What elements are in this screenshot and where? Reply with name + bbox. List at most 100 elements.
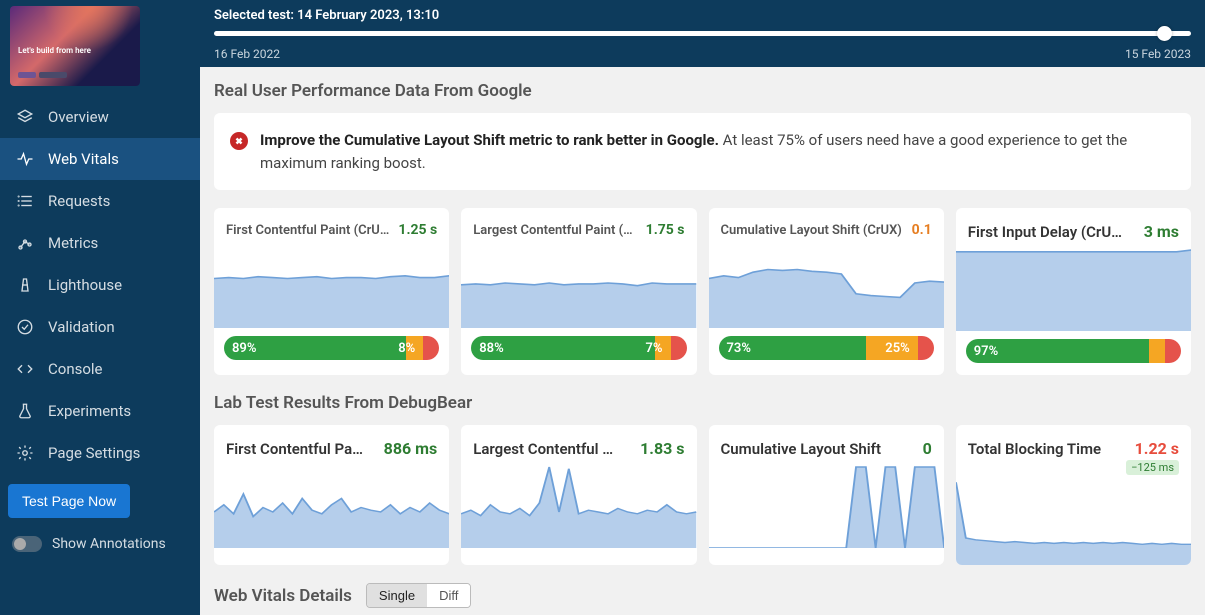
dist-good: 88%: [471, 336, 654, 360]
error-icon: [230, 132, 248, 150]
sidebar-item-experiments[interactable]: Experiments: [0, 390, 200, 432]
gear-icon: [16, 444, 34, 462]
sidebar-item-console[interactable]: Console: [0, 348, 200, 390]
sidebar-item-metrics[interactable]: Metrics: [0, 222, 200, 264]
dist-ok: 8%: [406, 336, 423, 360]
card-header: Total Blocking Time 1.22 s −125 ms: [956, 425, 1191, 475]
lighthouse-icon: [16, 276, 34, 294]
sidebar-item-overview[interactable]: Overview: [0, 96, 200, 138]
metric-delta: −125 ms: [1126, 460, 1179, 475]
test-page-button[interactable]: Test Page Now: [8, 484, 130, 518]
flask-icon: [16, 402, 34, 420]
timeline-handle[interactable]: [1157, 26, 1172, 41]
thumbnail-caption: Let's build from here: [18, 46, 91, 55]
thumbnail-bars: [18, 72, 67, 78]
content: Real User Performance Data From Google I…: [200, 67, 1205, 615]
sparkline: [956, 475, 1191, 565]
lab-card[interactable]: First Contentful Pa… 886 ms: [214, 425, 449, 565]
dist-bad: [423, 336, 439, 360]
dist-bad: [1165, 339, 1181, 363]
distribution-bar: 89%8%: [224, 336, 439, 360]
sidebar-item-label: Overview: [48, 108, 109, 126]
sidebar-item-web-vitals[interactable]: Web Vitals: [0, 138, 200, 180]
sparkline: [461, 238, 696, 328]
banner-text: Improve the Cumulative Layout Shift metr…: [260, 129, 1175, 174]
card-header: First Contentful Pa… 886 ms: [214, 425, 449, 458]
sidebar-item-label: Validation: [48, 318, 115, 336]
scatter-icon: [16, 234, 34, 252]
card-header: First Contentful Paint (CrUX)1.25 s: [214, 208, 449, 238]
metric-label: Largest Contentful Paint (CrU…: [473, 223, 639, 238]
selected-test-label: Selected test: 14 February 2023, 13:10: [214, 8, 1191, 23]
timeline-track: [214, 31, 1191, 36]
layers-icon: [16, 108, 34, 126]
timeline-labels: 16 Feb 2022 15 Feb 2023: [214, 47, 1191, 61]
metric-value: 1.83 s: [640, 439, 684, 458]
sidebar-item-label: Metrics: [48, 234, 98, 252]
metric-label: Cumulative Layout Shift (CrUX): [721, 223, 906, 238]
metric-value: 886 ms: [384, 439, 438, 458]
sidebar-item-label: Requests: [48, 192, 110, 210]
sidebar-footer: Test Page Now Show Annotations: [0, 474, 200, 562]
crux-card[interactable]: Cumulative Layout Shift (CrUX) 0.1 73%25%: [709, 208, 944, 375]
sidebar-item-label: Lighthouse: [48, 276, 122, 294]
lab-card[interactable]: Cumulative Layout Shift0: [709, 425, 944, 565]
sidebar-item-page-settings[interactable]: Page Settings: [0, 432, 200, 474]
view-toggle-diff[interactable]: Diff: [427, 584, 470, 607]
card-header: Largest Contentful …1.83 s: [461, 425, 696, 458]
sidebar-item-validation[interactable]: Validation: [0, 306, 200, 348]
dist-good: 73%: [719, 336, 867, 360]
metric-value: 1.75 s: [646, 222, 685, 238]
crux-card[interactable]: Largest Contentful Paint (CrU… 1.75 s 88%7…: [461, 208, 696, 375]
metric-label: Total Blocking Time: [968, 440, 1120, 458]
sidebar-item-label: Console: [48, 360, 103, 378]
metric-value: 0.1: [912, 222, 932, 238]
dist-good: 97%: [966, 339, 1149, 363]
lab-section-title: Lab Test Results From DebugBear: [214, 393, 1191, 413]
banner-bold: Improve the Cumulative Layout Shift metr…: [260, 131, 719, 149]
lab-card[interactable]: Total Blocking Time 1.22 s −125 ms: [956, 425, 1191, 565]
timeline[interactable]: [214, 31, 1191, 43]
metric-value-wrap: 1.22 s −125 ms: [1126, 439, 1179, 475]
dist-bad: [671, 336, 687, 360]
details-title: Web Vitals Details: [214, 586, 352, 606]
distribution-bar: 73%25%: [719, 336, 934, 360]
topbar: Selected test: 14 February 2023, 13:10 1…: [200, 0, 1205, 67]
timeline-end: 15 Feb 2023: [1125, 47, 1191, 61]
metric-value-wrap: 886 ms: [384, 439, 438, 458]
metric-value: 1.25 s: [398, 222, 437, 238]
crux-card[interactable]: First Contentful Paint (CrUX)1.25 s 89%8%: [214, 208, 449, 375]
sparkline: [709, 458, 944, 548]
metric-value: 1.22 s: [1126, 439, 1179, 458]
sidebar-item-label: Experiments: [48, 402, 131, 420]
sidebar: Let's build from here Overview Web Vitals…: [0, 0, 200, 615]
sparkline: [956, 241, 1191, 331]
details-view-toggle: SingleDiff: [366, 583, 471, 608]
card-header: Cumulative Layout Shift0: [709, 425, 944, 458]
code-icon: [16, 360, 34, 378]
timeline-start: 16 Feb 2022: [214, 47, 280, 61]
sidebar-item-label: Web Vitals: [48, 150, 119, 168]
page-thumbnail[interactable]: Let's build from here: [10, 6, 140, 86]
metric-label: First Input Delay (CrU…: [968, 223, 1138, 241]
sidebar-item-requests[interactable]: Requests: [0, 180, 200, 222]
dist-ok: 7%: [655, 336, 671, 360]
sparkline: [709, 238, 944, 328]
metric-label: First Contentful Pa…: [226, 440, 378, 458]
lab-card[interactable]: Largest Contentful …1.83 s: [461, 425, 696, 565]
sidebar-item-lighthouse[interactable]: Lighthouse: [0, 264, 200, 306]
metric-value: 0: [923, 439, 932, 458]
crux-card[interactable]: First Input Delay (CrU…3 ms 97%: [956, 208, 1191, 375]
card-header: Cumulative Layout Shift (CrUX) 0.1: [709, 208, 944, 238]
annotations-toggle[interactable]: [12, 536, 42, 552]
check-circle-icon: [16, 318, 34, 336]
sparkline: [214, 238, 449, 328]
crux-card-row: First Contentful Paint (CrUX)1.25 s 89%8%…: [214, 208, 1191, 375]
metric-value-wrap: 1.83 s: [640, 439, 684, 458]
distribution-bar: 97%: [966, 339, 1181, 363]
dist-good: 89%: [224, 336, 406, 360]
metric-value-wrap: 0: [923, 439, 932, 458]
view-toggle-single[interactable]: Single: [367, 584, 427, 607]
card-header: First Input Delay (CrU…3 ms: [956, 208, 1191, 241]
list-icon: [16, 192, 34, 210]
